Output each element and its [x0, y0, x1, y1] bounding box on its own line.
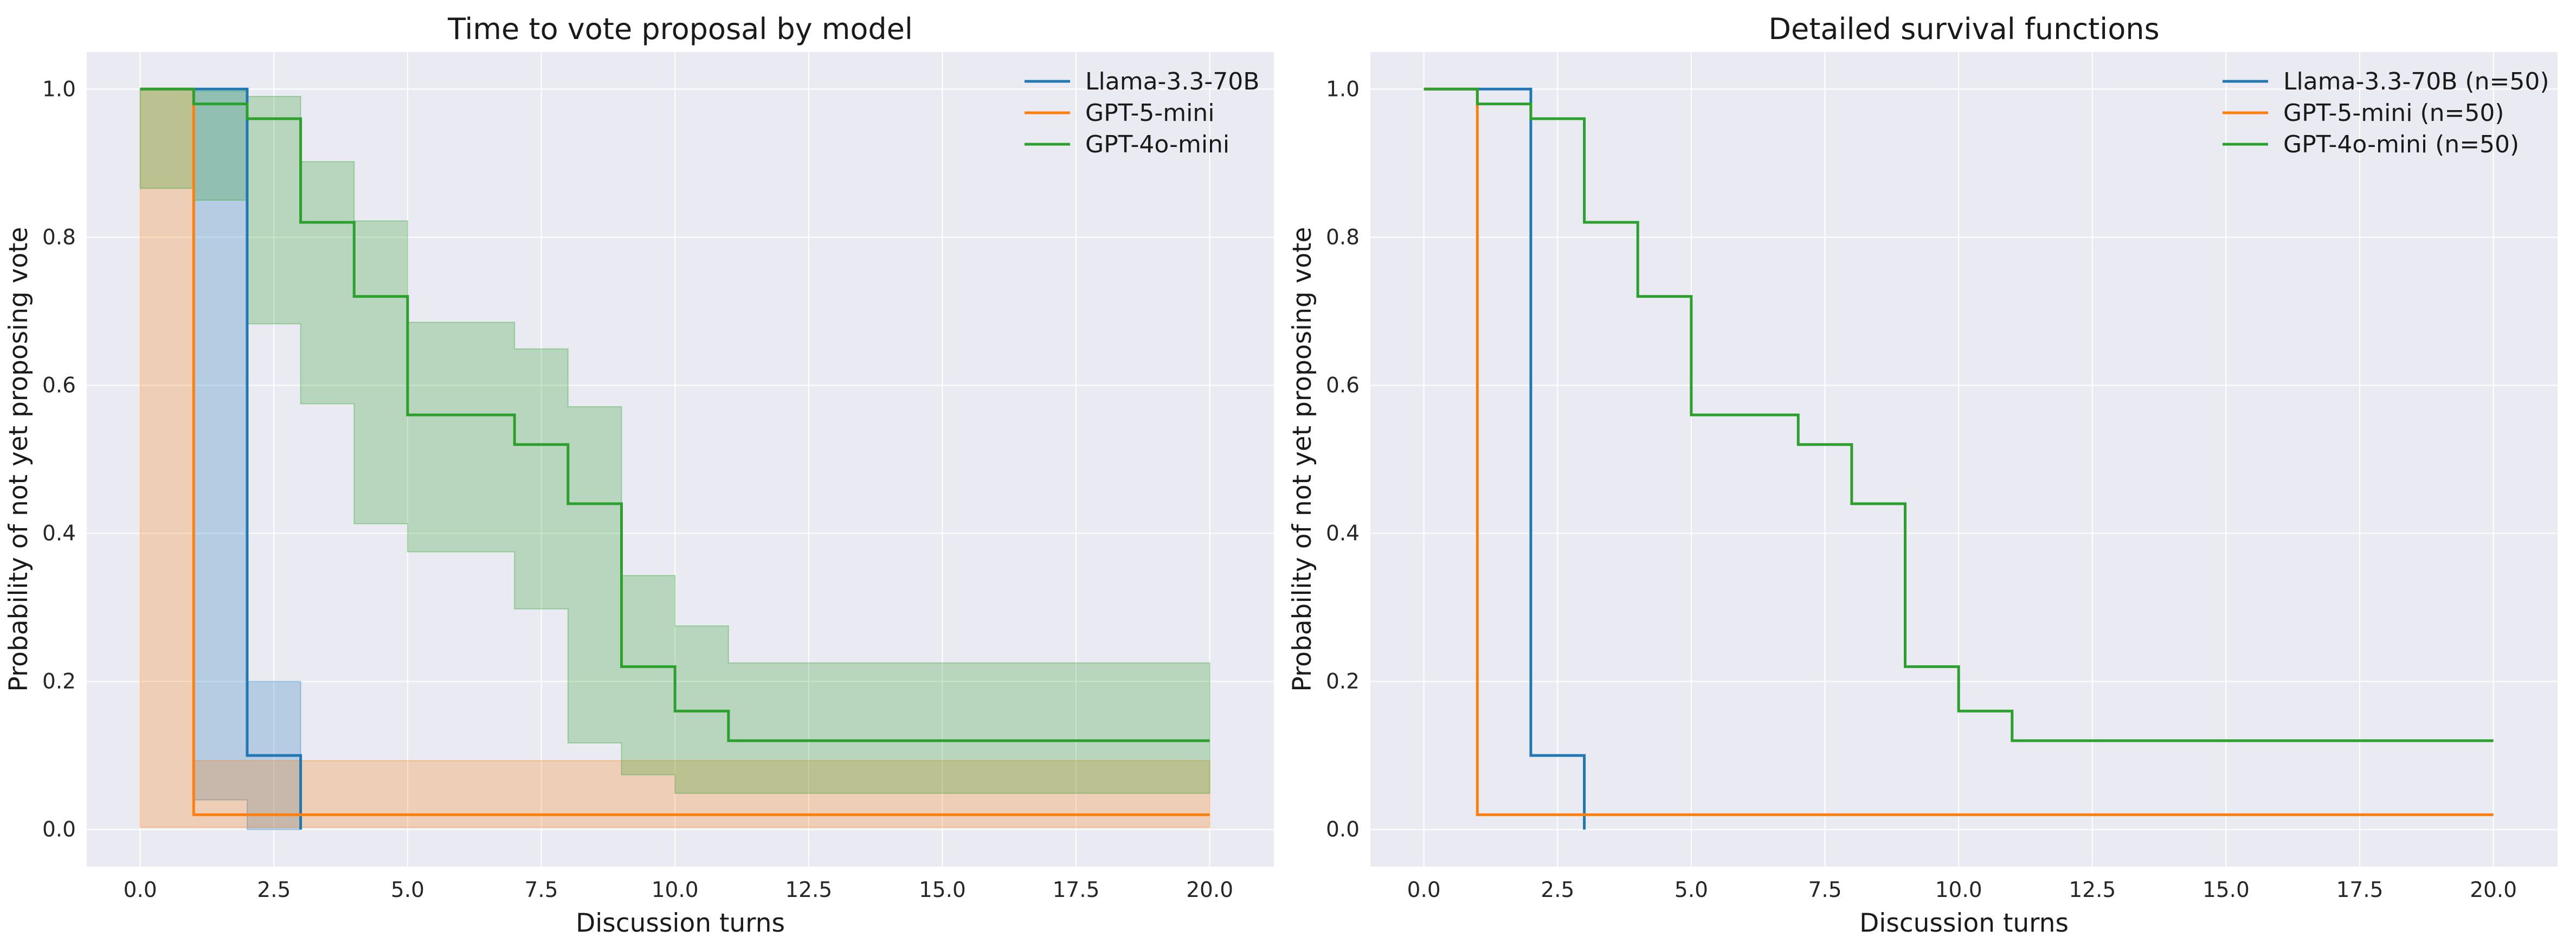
x-tick-label: 10.0 [1935, 878, 1982, 902]
x-tick-label: 10.0 [652, 878, 699, 902]
x-tick-label: 0.0 [124, 878, 157, 902]
chart-title: Time to vote proposal by model [447, 12, 913, 46]
y-tick-label: 0.4 [1326, 522, 1360, 546]
y-tick-label: 0.8 [1326, 225, 1360, 249]
plot-area [1370, 52, 2558, 867]
x-tick-label: 2.5 [257, 878, 291, 902]
x-tick-label: 17.5 [1053, 878, 1100, 902]
x-tick-label: 20.0 [2470, 878, 2517, 902]
y-axis-label: Probability of not yet proposing vote [1287, 227, 1317, 691]
legend-label: Llama-3.3-70B (n=50) [2283, 68, 2549, 95]
legend-label: GPT-5-mini (n=50) [2283, 99, 2504, 127]
y-tick-label: 0.0 [1326, 818, 1360, 842]
legend-label: GPT-5-mini [1085, 99, 1214, 127]
legend: Llama-3.3-70B (n=50) GPT-5-mini (n=50) GPT… [2223, 68, 2549, 158]
x-tick-label: 12.5 [785, 878, 832, 902]
x-tick-label: 5.0 [1675, 878, 1708, 902]
legend-label: GPT-4o-mini [1085, 131, 1229, 158]
x-tick-label: 12.5 [2069, 878, 2116, 902]
y-tick-label: 0.2 [42, 670, 76, 694]
x-tick-label: 5.0 [391, 878, 424, 902]
y-tick-label: 0.6 [1326, 373, 1360, 397]
legend-label: GPT-4o-mini (n=50) [2283, 131, 2519, 158]
chart-panel-2: 0.0 2.5 5.0 7.5 10.0 12.5 15.0 17.5 20.0 0.0 0.2 0.… [1287, 12, 2558, 938]
y-tick-label: 0.4 [42, 522, 76, 546]
x-axis-label: Discussion turns [1859, 908, 2069, 938]
x-tick-label: 7.5 [524, 878, 558, 902]
x-tick-label: 15.0 [919, 878, 966, 902]
x-tick-label: 20.0 [1186, 878, 1233, 902]
confidence-band-3 [139, 88, 1210, 794]
x-tick-label: 15.0 [2203, 878, 2250, 902]
series-line-3 [1424, 87, 2494, 742]
x-tick-label: 2.5 [1541, 878, 1574, 902]
chart-panel-1: 0.0 2.5 5.0 7.5 10.0 12.5 15.0 17.5 20.0 0.0 0.2 0.… [4, 12, 1274, 938]
x-tick-label: 17.5 [2336, 878, 2384, 902]
y-axis-label: Probability of not yet proposing vote [4, 227, 34, 691]
x-tick-label: 7.5 [1808, 878, 1841, 902]
legend-label: Llama-3.3-70B [1085, 68, 1259, 95]
y-tick-label: 0.8 [42, 225, 76, 249]
x-tick-label: 0.0 [1407, 878, 1441, 902]
legend: Llama-3.3-70B GPT-5-mini GPT-4o-mini [1025, 68, 1259, 158]
y-tick-label: 0.0 [42, 818, 76, 842]
y-tick-label: 1.0 [42, 77, 76, 101]
y-tick-label: 0.2 [1326, 670, 1360, 694]
series-line-3 [140, 87, 1210, 742]
chart-title: Detailed survival functions [1768, 12, 2159, 46]
y-tick-label: 1.0 [1326, 77, 1360, 101]
x-axis-label: Discussion turns [576, 908, 785, 938]
y-tick-label: 0.6 [42, 373, 76, 397]
